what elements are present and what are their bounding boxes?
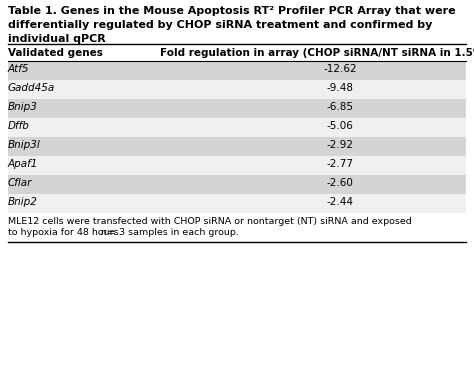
Bar (8, 156, 466, 175)
Text: Atf5: Atf5 (8, 64, 29, 74)
Text: Cflar: Cflar (8, 178, 32, 188)
Text: differentially regulated by CHOP siRNA treatment and confirmed by: differentially regulated by CHOP siRNA t… (8, 20, 432, 30)
Text: Bnip3l: Bnip3l (8, 140, 41, 150)
Text: Dffb: Dffb (8, 121, 30, 131)
Text: -9.48: -9.48 (327, 83, 354, 93)
Bar (8, 61, 466, 80)
Text: individual qPCR: individual qPCR (8, 34, 106, 44)
Text: -2.44: -2.44 (327, 197, 354, 207)
Bar (8, 194, 466, 213)
Text: = 3 samples in each group.: = 3 samples in each group. (106, 228, 239, 237)
Bar (8, 80, 466, 99)
Text: Bnip2: Bnip2 (8, 197, 38, 207)
Text: MLE12 cells were transfected with CHOP siRNA or nontarget (NT) siRNA and exposed: MLE12 cells were transfected with CHOP s… (8, 217, 412, 226)
Text: to hypoxia for 48 hours.: to hypoxia for 48 hours. (8, 228, 125, 237)
Text: Bnip3: Bnip3 (8, 102, 38, 112)
Text: -2.92: -2.92 (327, 140, 354, 150)
Text: -5.06: -5.06 (327, 121, 354, 131)
Bar (8, 99, 466, 118)
Bar (8, 175, 466, 194)
Text: -12.62: -12.62 (323, 64, 357, 74)
Text: Table 1. Genes in the Mouse Apoptosis RT² Profiler PCR Array that were: Table 1. Genes in the Mouse Apoptosis RT… (8, 6, 456, 16)
Text: -2.60: -2.60 (327, 178, 354, 188)
Text: -6.85: -6.85 (327, 102, 354, 112)
Bar (8, 137, 466, 156)
Text: Apaf1: Apaf1 (8, 159, 38, 169)
Bar (8, 118, 466, 137)
Text: Gadd45a: Gadd45a (8, 83, 55, 93)
Text: n: n (101, 228, 107, 237)
Text: -2.77: -2.77 (327, 159, 354, 169)
Text: Fold regulation in array (CHOP siRNA/NT siRNA in 1.5% O₂): Fold regulation in array (CHOP siRNA/NT … (160, 48, 474, 58)
Text: Validated genes: Validated genes (8, 48, 103, 58)
